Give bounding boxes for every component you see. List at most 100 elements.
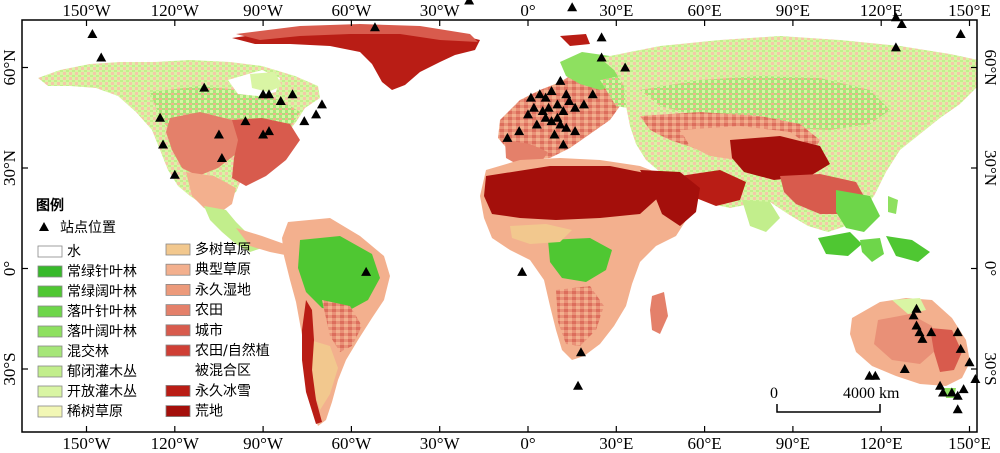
latitude-label-left: 30°S bbox=[0, 352, 19, 385]
longitude-label-bottom: 120°W bbox=[151, 434, 200, 453]
svalbard-ice bbox=[560, 34, 590, 46]
longitude-label-top: 0° bbox=[520, 1, 535, 20]
longitude-label-bottom: 150°W bbox=[62, 434, 111, 453]
scale-bar: 0 4000 km bbox=[770, 385, 900, 413]
station-marker bbox=[911, 303, 922, 313]
longitude-labels-top: 150°W 120°W 90°W 60°W 30°W 0° 30°E 60°E 90°E 120°… bbox=[62, 1, 991, 20]
station-marker bbox=[567, 2, 578, 12]
australia-region bbox=[850, 298, 970, 398]
station-marker bbox=[263, 89, 274, 99]
scale-max-label: 4000 km bbox=[843, 385, 900, 402]
station-marker bbox=[908, 310, 919, 320]
legend-station-symbol bbox=[39, 222, 49, 231]
map-frame bbox=[21, 19, 978, 433]
station-marker bbox=[537, 106, 548, 116]
longitude-label-top: 120°W bbox=[151, 1, 200, 20]
legend-label: 永久湿地 bbox=[195, 282, 251, 298]
longitude-label-top: 120°E bbox=[860, 1, 903, 20]
longitude-label-bottom: 60°E bbox=[688, 434, 722, 453]
station-marker bbox=[564, 96, 575, 105]
legend-label: 开放灌木丛 bbox=[67, 384, 137, 400]
longitude-label-top: 60°E bbox=[688, 1, 722, 20]
station-marker bbox=[955, 343, 966, 353]
station-marker bbox=[361, 266, 372, 276]
legend-label: 落叶针叶林 bbox=[67, 304, 137, 320]
station-marker bbox=[952, 404, 963, 414]
land-cover-layer bbox=[38, 24, 977, 426]
station-marker bbox=[502, 132, 513, 142]
station-marker bbox=[169, 169, 180, 179]
latitude-label-left: 30°N bbox=[0, 150, 19, 186]
station-marker bbox=[955, 29, 966, 38]
legend-swatch bbox=[37, 325, 63, 338]
legend-swatch bbox=[37, 405, 63, 418]
station-marker bbox=[890, 42, 901, 52]
legend-swatch bbox=[37, 385, 63, 398]
station-marker bbox=[555, 119, 566, 129]
station-marker bbox=[926, 327, 937, 337]
africa-region bbox=[480, 158, 700, 360]
legend-label: 落叶阔叶林 bbox=[67, 324, 137, 340]
legend-label: 常绿阔叶林 bbox=[67, 284, 137, 300]
station-marker bbox=[540, 112, 551, 122]
legend-swatch bbox=[165, 344, 191, 357]
latitude-label-left: 0° bbox=[0, 261, 19, 276]
north-america-region bbox=[38, 60, 320, 256]
longitude-label-top: 30°W bbox=[420, 1, 461, 20]
station-marker bbox=[570, 102, 581, 112]
station-marker bbox=[549, 129, 560, 139]
legend-label: 郁闭灌木丛 bbox=[67, 364, 137, 380]
station-marker bbox=[534, 89, 545, 99]
station-marker bbox=[240, 116, 251, 126]
station-marker bbox=[914, 327, 925, 337]
station-marker bbox=[573, 380, 584, 390]
latitude-label-right: 30°N bbox=[981, 150, 1000, 186]
station-marker bbox=[287, 89, 298, 99]
station-marker bbox=[552, 112, 563, 122]
station-marker bbox=[316, 99, 327, 109]
station-marker bbox=[952, 390, 963, 400]
station-marker bbox=[896, 18, 907, 28]
station-marker bbox=[540, 92, 551, 102]
legend-swatch bbox=[165, 243, 191, 256]
latitude-label-right: 0° bbox=[981, 261, 1000, 276]
greenland-region bbox=[232, 24, 480, 90]
station-marker bbox=[523, 109, 533, 119]
station-marker bbox=[946, 387, 957, 397]
legend-swatch bbox=[37, 245, 63, 258]
station-marker bbox=[528, 102, 539, 112]
longitude-label-top: 30°E bbox=[599, 1, 633, 20]
station-marker bbox=[911, 320, 922, 330]
station-marker bbox=[525, 92, 536, 102]
legend-swatch bbox=[37, 285, 63, 298]
longitude-label-top: 60°W bbox=[331, 1, 372, 20]
station-marker bbox=[561, 89, 572, 99]
legend-swatch bbox=[37, 265, 63, 278]
asia-region bbox=[600, 36, 977, 232]
station-marker bbox=[543, 102, 554, 112]
legend-label: 多树草原 bbox=[195, 241, 251, 258]
station-marker bbox=[263, 126, 274, 136]
legend-swatch bbox=[165, 263, 191, 276]
station-marker bbox=[970, 374, 981, 384]
legend-swatch bbox=[37, 345, 63, 358]
legend-label: 永久冰雪 bbox=[195, 383, 251, 399]
legend-label: 稀树草原 bbox=[67, 404, 123, 420]
legend-label: 城市 bbox=[195, 322, 223, 339]
station-marker bbox=[561, 122, 572, 132]
longitude-label-bottom: 120°E bbox=[860, 434, 903, 453]
legend-swatch bbox=[165, 384, 191, 397]
station-marker bbox=[596, 32, 607, 42]
station-marker bbox=[964, 357, 975, 367]
legend-label: 典型草原 bbox=[195, 262, 251, 278]
latitude-label-right: 60°N bbox=[981, 49, 1000, 85]
station-marker bbox=[369, 22, 380, 32]
southeast-asia-islands bbox=[818, 196, 930, 262]
legend-swatch bbox=[37, 365, 63, 378]
longitude-label-bottom: 150°E bbox=[948, 434, 991, 453]
station-marker bbox=[213, 129, 224, 139]
legend-station-label: 站点位置 bbox=[60, 220, 116, 236]
